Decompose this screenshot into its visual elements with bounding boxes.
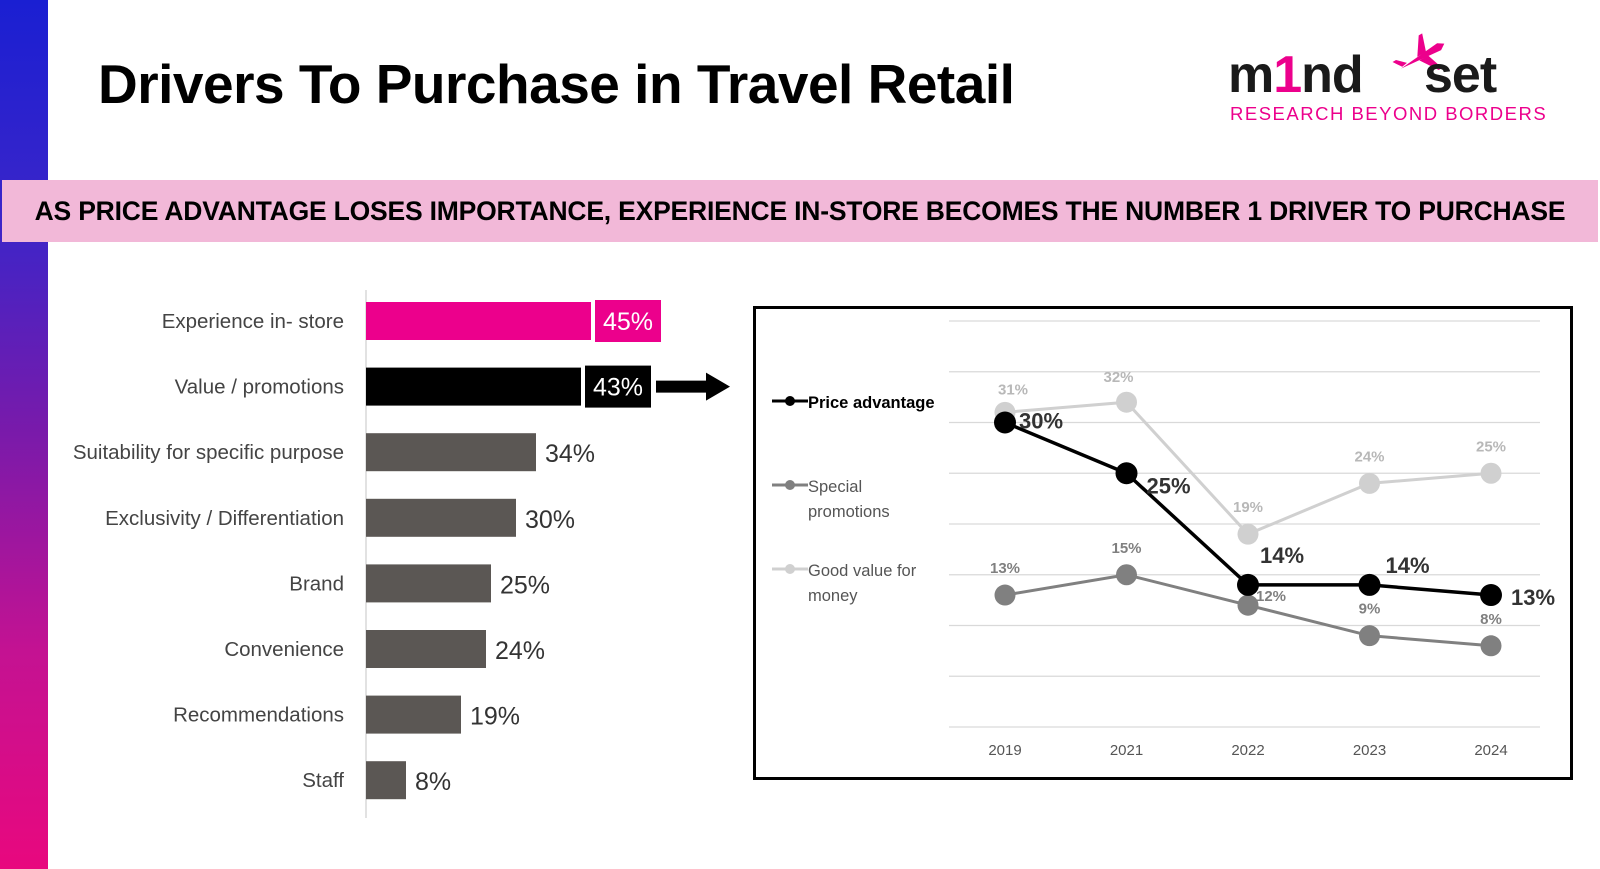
data-label: 19% <box>1233 499 1263 516</box>
logo-tagline: RESEARCH BEYOND BORDERS <box>1230 103 1547 124</box>
data-label: 25% <box>1147 473 1191 498</box>
svg-text:set: set <box>1424 46 1497 104</box>
data-point <box>1116 564 1137 586</box>
bar <box>366 498 516 537</box>
legend-marker-icon <box>772 480 808 490</box>
bar <box>366 630 486 668</box>
data-point <box>1480 462 1502 484</box>
category-label: Suitability for specific purpose <box>73 441 344 464</box>
data-point <box>1237 594 1259 616</box>
bar <box>366 695 461 734</box>
arrow-right-icon <box>656 372 730 401</box>
trend-chart-panel: 2019 2021 2022 2023 2024 31% 32% 19% 24% 25% 13% 15… <box>753 306 1573 780</box>
category-label: Value / promotions <box>175 376 344 399</box>
data-label: 25% <box>1476 438 1506 455</box>
data-point <box>1237 573 1259 596</box>
bar <box>366 564 491 603</box>
plane-icon <box>1392 33 1445 70</box>
data-point <box>1116 391 1137 413</box>
x-tick-label: 2022 <box>1231 742 1264 759</box>
value-label-background <box>585 365 651 408</box>
gradient-side-bar <box>0 0 48 869</box>
bar <box>366 367 581 406</box>
data-label: 9% <box>1359 601 1381 618</box>
data-label: 8% <box>1480 611 1502 628</box>
x-tick-label: 2024 <box>1474 742 1507 759</box>
data-label: 24% <box>1354 448 1384 465</box>
category-label: Exclusivity / Differentiation <box>105 507 344 530</box>
value-label: 8% <box>415 768 451 796</box>
value-label: 45% <box>603 308 653 336</box>
data-label: 12% <box>1256 588 1286 605</box>
trend-line-chart: 2019 2021 2022 2023 2024 31% 32% 19% 24% 25% 13% 15… <box>949 320 1555 759</box>
data-point <box>1480 635 1502 657</box>
drivers-bar-chart: Experience in- store 45% Value / promotion… <box>73 290 730 818</box>
data-point <box>1359 472 1380 494</box>
legend-label: Price advantage <box>808 394 935 412</box>
value-label: 30% <box>525 506 575 534</box>
data-label: 13% <box>1511 585 1555 610</box>
data-label: 14% <box>1386 553 1430 578</box>
bar <box>366 433 536 472</box>
slide-title: Drivers To Purchase in Travel Retail <box>98 53 1015 115</box>
value-label: 43% <box>593 374 643 402</box>
headline-banner: AS PRICE ADVANTAGE LOSES IMPORTANCE, EXP… <box>2 180 1598 242</box>
category-label: Staff <box>302 769 344 792</box>
legend-marker-icon <box>772 564 808 574</box>
data-point <box>1115 462 1138 485</box>
data-label: 13% <box>990 560 1020 577</box>
data-label: 32% <box>1103 369 1133 386</box>
mindset-logo: m1nd set RESEARCH BEYOND BORDERS <box>1228 33 1547 124</box>
category-label: Recommendations <box>173 704 344 727</box>
banner-text: AS PRICE ADVANTAGE LOSES IMPORTANCE, EXP… <box>34 195 1566 226</box>
x-tick-label: 2019 <box>988 742 1021 759</box>
data-label: 14% <box>1260 543 1304 568</box>
x-tick-label: 2023 <box>1353 742 1386 759</box>
value-label: 34% <box>545 440 595 468</box>
data-label: 30% <box>1019 409 1063 434</box>
data-point <box>994 584 1016 606</box>
data-point <box>1237 523 1259 545</box>
bar <box>366 761 406 800</box>
legend-label: Good value for money <box>808 562 917 605</box>
category-label: Brand <box>289 572 344 595</box>
category-label: Convenience <box>224 638 344 661</box>
value-label: 25% <box>500 571 550 599</box>
value-label: 19% <box>470 703 520 731</box>
value-label: 24% <box>495 637 545 665</box>
legend-label: Special promotions <box>808 478 890 521</box>
data-point <box>1480 584 1502 607</box>
category-label: Experience in- store <box>162 310 344 333</box>
data-point <box>1358 573 1381 596</box>
logo-wordmark: m1nd <box>1228 46 1363 104</box>
data-point <box>1359 625 1380 647</box>
x-tick-label: 2021 <box>1110 742 1143 759</box>
value-label-background <box>595 300 661 342</box>
legend-marker-icon <box>772 396 808 406</box>
data-label: 31% <box>998 381 1028 398</box>
data-label: 15% <box>1111 540 1141 557</box>
data-point <box>994 411 1016 434</box>
bar <box>366 302 591 340</box>
